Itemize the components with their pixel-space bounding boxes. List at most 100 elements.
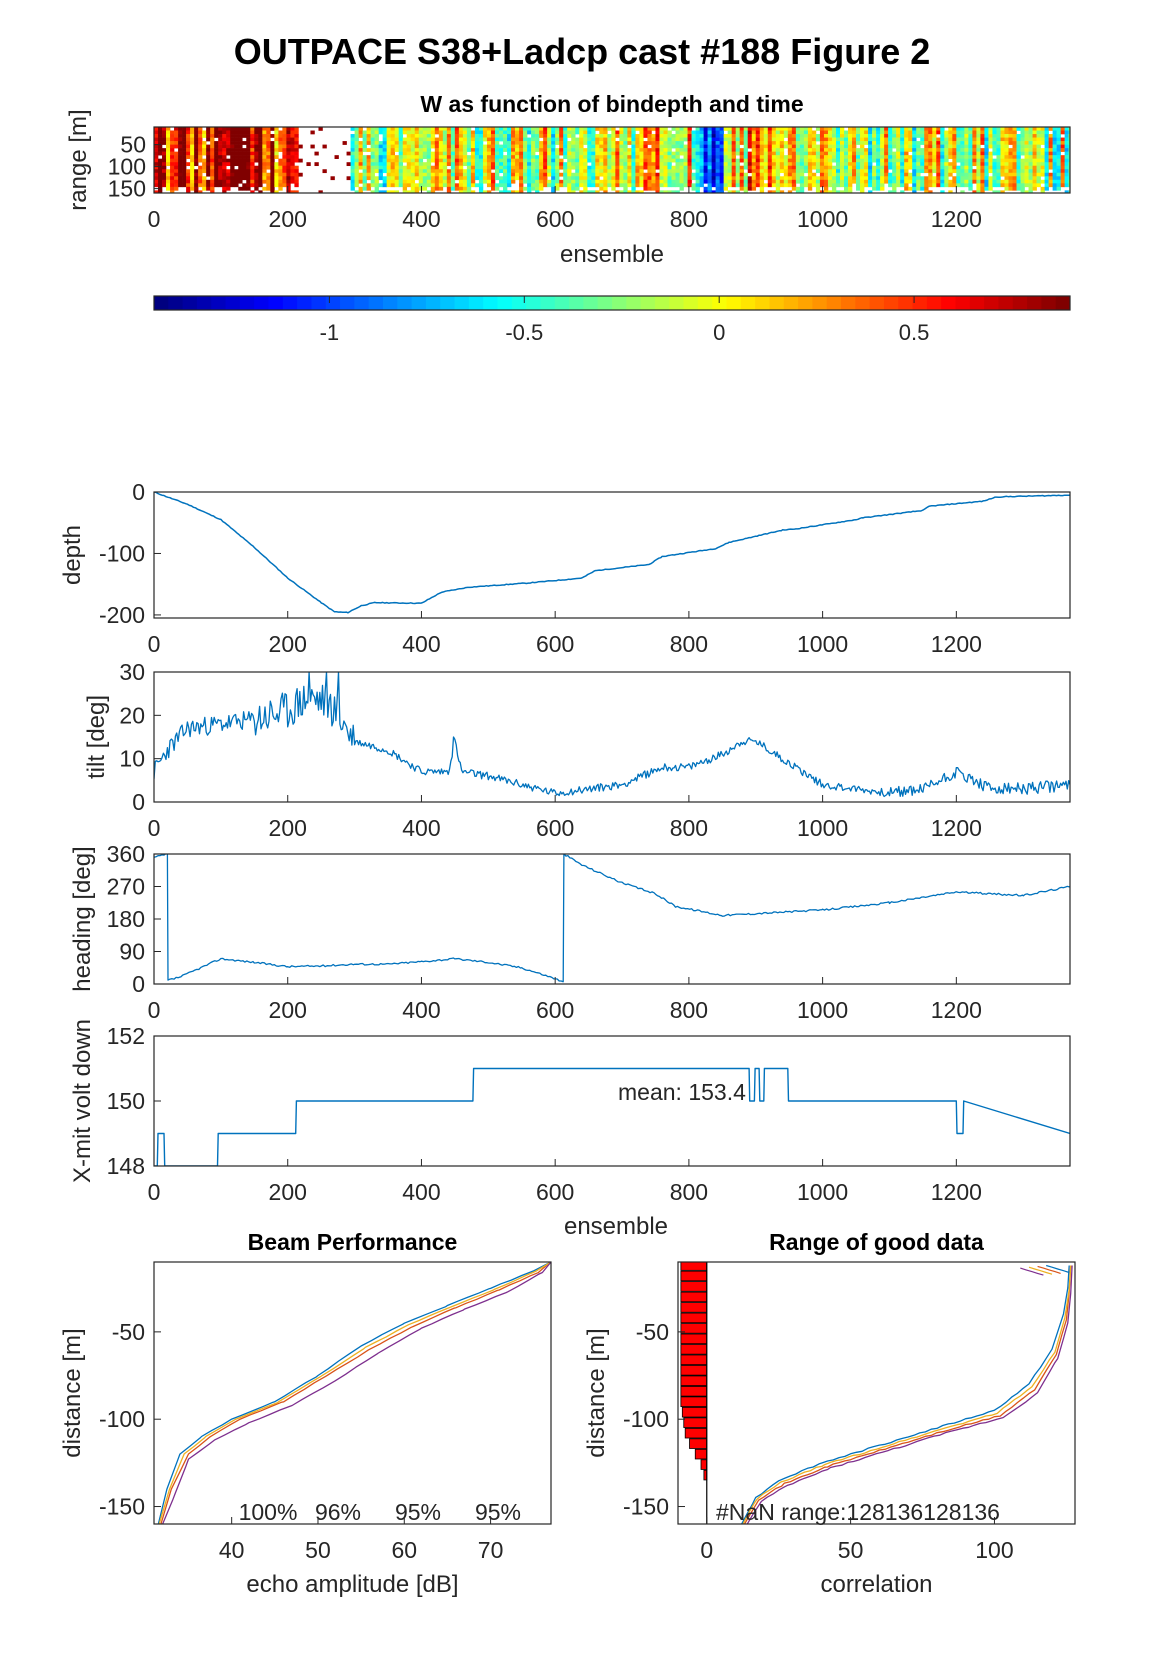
- heatmap-xtick-label: 800: [670, 206, 708, 232]
- heatmap-cell: [876, 186, 881, 191]
- heatmap-cell: [438, 162, 444, 167]
- heatmap-cell: [715, 151, 720, 156]
- heatmap-cell: [494, 172, 500, 177]
- heatmap-cell: [414, 134, 420, 138]
- heatmap-cell: [230, 162, 235, 167]
- heatmap-cell: [611, 137, 616, 142]
- heatmap-cell: [1056, 148, 1061, 152]
- heatmap-cell: [579, 151, 584, 156]
- heatmap-cell: [928, 179, 933, 184]
- heatmap-cell: [759, 151, 765, 156]
- heatmap-cell: [811, 172, 817, 177]
- heatmap-cell: [511, 162, 516, 167]
- heatmap-cell: [182, 169, 187, 174]
- heatmap-cell: [507, 151, 512, 156]
- heatmap-cell: [791, 179, 797, 184]
- heatmap-cell: [972, 151, 977, 156]
- heatmap-cell: [627, 169, 632, 174]
- heatmap-cell: [322, 169, 327, 174]
- heatmap-cell: [683, 130, 688, 135]
- heatmap-cell: [892, 137, 897, 142]
- heatmap-cell: [900, 137, 905, 142]
- heatmap-cell: [695, 127, 700, 131]
- heatmap-cell: [206, 165, 211, 170]
- heatmap-cell: [767, 148, 773, 152]
- heatmap-cell: [470, 158, 476, 163]
- heatmap-cell: [162, 172, 167, 177]
- heatmap-cell: [803, 179, 809, 184]
- heatmap-cell: [354, 165, 359, 170]
- heatmap-cell: [715, 176, 720, 181]
- heatmap-cell: [1044, 148, 1049, 152]
- heatmap-cell: [250, 130, 255, 135]
- heatmap-cell: [262, 176, 267, 181]
- heatmap-cell: [507, 179, 512, 184]
- heatmap-cell: [166, 155, 171, 159]
- heatmap-cell: [787, 137, 793, 142]
- heatmap-cell: [539, 158, 544, 163]
- heatmap-cell: [310, 130, 315, 135]
- heatmap-cell: [294, 148, 299, 152]
- heatmap-cell: [1004, 183, 1009, 188]
- heatmap-cell: [819, 176, 825, 181]
- heatmap-cell: [470, 169, 476, 174]
- heatmap-cell: [695, 141, 700, 145]
- heatmap-cell: [723, 186, 728, 191]
- heatmap-cell: [198, 183, 203, 188]
- heatmap-cell: [486, 179, 492, 184]
- heatmap-cell: [567, 151, 572, 156]
- heatmap-cell: [230, 137, 235, 142]
- heading-line: [154, 854, 1070, 983]
- heatmap-cell: [490, 155, 496, 159]
- heatmap-cell: [386, 130, 391, 135]
- heatmap-cell: [278, 141, 283, 145]
- heatmap-cell: [856, 127, 861, 131]
- heatmap-cell: [182, 151, 187, 156]
- heatmap-cell: [992, 169, 997, 174]
- heatmap-cell: [238, 186, 243, 191]
- heatmap-xtick-label: 200: [269, 206, 307, 232]
- heatmap-cell: [715, 169, 720, 174]
- heatmap-cell: [1000, 169, 1005, 174]
- heatmap-cell: [655, 172, 660, 177]
- heatmap-cell: [852, 127, 857, 131]
- heatmap-cell: [234, 179, 239, 184]
- heatmap-cell: [896, 162, 901, 167]
- heatmap-cell: [944, 165, 949, 170]
- heatmap-cell: [571, 165, 576, 170]
- heatmap-cell: [531, 137, 536, 142]
- heatmap-cell: [1060, 137, 1065, 142]
- heatmap-cell: [1060, 144, 1065, 149]
- heatmap-cell: [378, 148, 383, 152]
- heatmap-cell: [711, 155, 716, 159]
- heatmap-cell: [948, 127, 953, 131]
- heatmap-cell: [607, 183, 612, 188]
- heatmap-cell: [643, 172, 648, 177]
- heatmap-cell: [675, 169, 680, 174]
- heatmap-cell: [162, 155, 167, 159]
- heatmap-cell: [860, 179, 865, 184]
- heatmap-cell: [246, 172, 251, 177]
- heatmap-cell: [446, 186, 452, 191]
- heatmap-cell: [679, 130, 684, 135]
- heatmap-cell: [904, 169, 909, 174]
- heatmap-cell: [418, 130, 424, 135]
- heatmap-cell: [972, 130, 977, 135]
- heatmap-cell: [699, 172, 704, 177]
- heatmap-cell: [575, 179, 580, 184]
- heatmap-cell: [856, 155, 861, 159]
- heatmap-cell: [956, 130, 961, 135]
- heatmap-cell: [226, 169, 231, 174]
- heatmap-cell: [747, 169, 753, 174]
- heatmap-cell: [410, 137, 416, 142]
- heatmap-cell: [908, 148, 913, 152]
- heatmap-cell: [559, 172, 564, 177]
- heatmap-cell: [154, 172, 159, 177]
- heatmap-cell: [964, 148, 969, 152]
- heatmap-cell: [900, 162, 905, 167]
- heatmap-cell: [486, 134, 492, 138]
- heatmap-cell: [932, 162, 937, 167]
- heatmap-cell: [1036, 130, 1041, 135]
- heatmap-cell: [819, 190, 825, 193]
- heatmap-cell: [1020, 183, 1025, 188]
